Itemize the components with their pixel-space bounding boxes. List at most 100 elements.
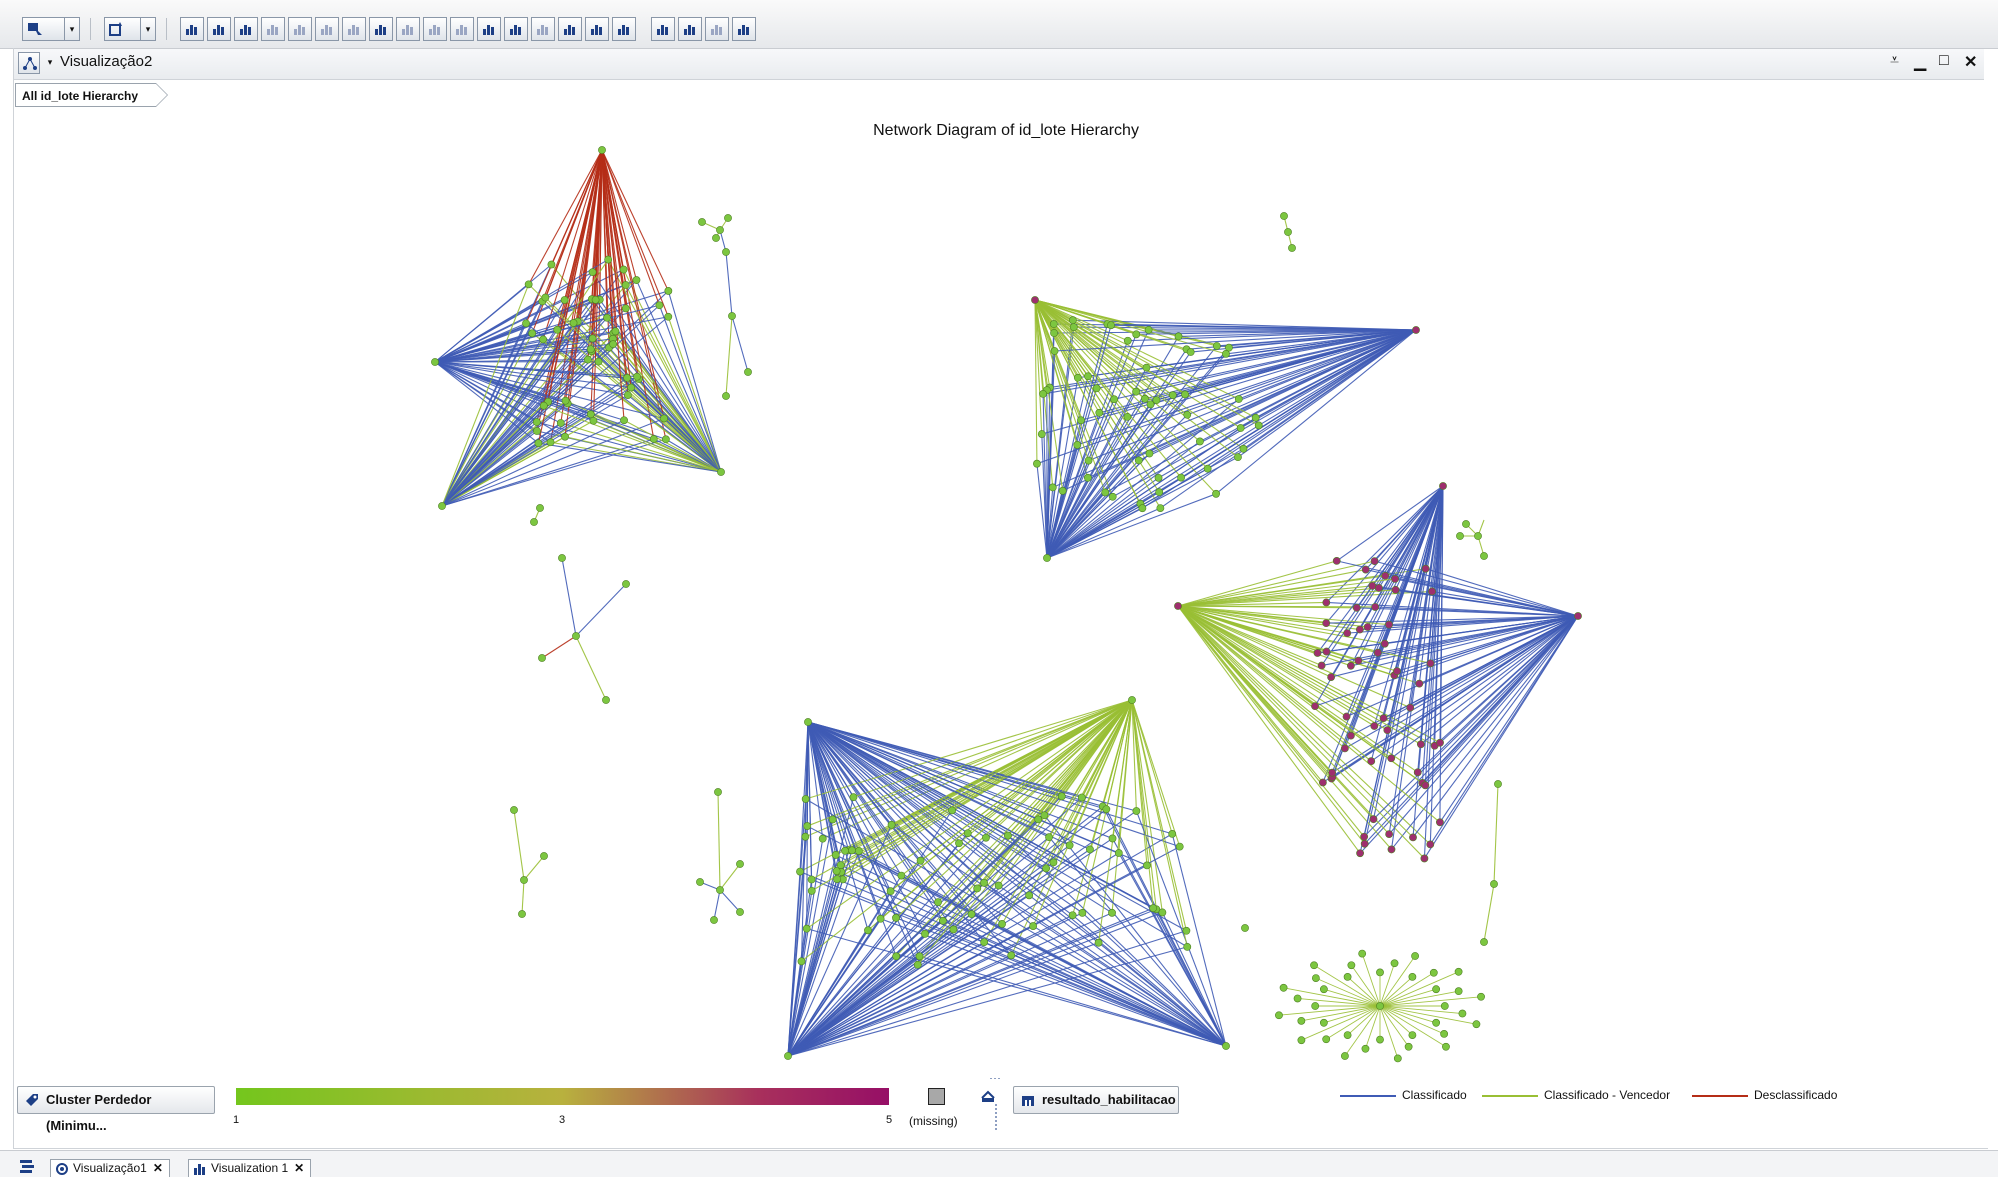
network-node[interactable] [547,439,554,446]
network-node[interactable] [540,852,547,859]
network-node[interactable] [1139,505,1146,512]
network-node[interactable] [1436,819,1443,826]
network-node[interactable] [1058,793,1065,800]
network-node[interactable] [1433,986,1440,993]
network-node[interactable] [1033,460,1040,467]
network-node[interactable] [864,927,871,934]
network-node[interactable] [1417,741,1424,748]
network-node[interactable] [1147,401,1154,408]
network-node[interactable] [624,391,631,398]
network-node[interactable] [1353,604,1360,611]
network-node[interactable] [964,830,971,837]
network-node[interactable] [590,417,597,424]
network-node[interactable] [1079,909,1086,916]
network-node[interactable] [1362,566,1369,573]
network-node[interactable] [1069,912,1076,919]
network-node[interactable] [1384,727,1391,734]
network-node[interactable] [1427,660,1434,667]
network-node[interactable] [1362,1045,1369,1052]
network-node[interactable] [1333,557,1340,564]
network-node[interactable] [1280,984,1287,991]
network-node[interactable] [1184,943,1191,950]
network-node[interactable] [1433,1019,1440,1026]
network-node[interactable] [1314,649,1321,656]
network-node[interactable] [1391,575,1398,582]
network-node[interactable] [518,910,525,917]
network-node[interactable] [1132,388,1139,395]
network-node[interactable] [722,248,729,255]
network-node[interactable] [1275,1012,1282,1019]
network-node[interactable] [982,834,989,841]
network-node[interactable] [1280,212,1287,219]
network-node[interactable] [530,518,537,525]
network-node[interactable] [1050,329,1057,336]
network-node[interactable] [714,788,721,795]
network-node[interactable] [893,953,900,960]
network-node[interactable] [1347,662,1354,669]
network-node[interactable] [981,939,988,946]
network-node[interactable] [855,847,862,854]
network-node[interactable] [540,336,547,343]
network-node[interactable] [1298,1037,1305,1044]
network-node[interactable] [1155,474,1162,481]
network-node[interactable] [1169,392,1176,399]
network-node[interactable] [1235,395,1242,402]
network-node[interactable] [1320,1019,1327,1026]
network-node[interactable] [1344,973,1351,980]
network-node[interactable] [1204,465,1211,472]
network-node[interactable] [561,296,568,303]
network-node[interactable] [656,302,663,309]
network-node[interactable] [808,887,815,894]
network-node[interactable] [877,915,884,922]
network-node[interactable] [1409,973,1416,980]
network-node[interactable] [1382,572,1389,579]
network-node[interactable] [1184,411,1191,418]
network-node[interactable] [1031,296,1038,303]
network-node[interactable] [1252,414,1259,421]
network-node[interactable] [622,580,629,587]
network-node[interactable] [712,234,719,241]
network-node[interactable] [1177,474,1184,481]
network-node[interactable] [803,925,810,932]
network-node[interactable] [1364,623,1371,630]
network-node[interactable] [603,314,610,321]
network-node[interactable] [1376,1036,1383,1043]
network-node[interactable] [1422,782,1429,789]
network-node[interactable] [1310,962,1317,969]
network-node[interactable] [1045,834,1052,841]
network-node[interactable] [1133,331,1140,338]
network-node[interactable] [914,961,921,968]
network-node[interactable] [1369,582,1376,589]
network-node[interactable] [620,266,627,273]
network-node[interactable] [1074,441,1081,448]
network-node[interactable] [1344,630,1351,637]
network-node[interactable] [1328,673,1335,680]
network-node[interactable] [968,911,975,918]
network-node[interactable] [650,435,657,442]
network-node[interactable] [1385,621,1392,628]
network-node[interactable] [1329,769,1336,776]
network-node[interactable] [525,281,532,288]
network-node[interactable] [808,876,815,883]
network-node[interactable] [829,816,836,823]
network-node[interactable] [848,847,855,854]
network-node[interactable] [1039,390,1046,397]
network-node[interactable] [832,851,839,858]
network-node[interactable] [1494,780,1501,787]
network-node[interactable] [1311,703,1318,710]
network-node[interactable] [1240,445,1247,452]
network-node[interactable] [736,860,743,867]
network-node[interactable] [1341,745,1348,752]
network-node[interactable] [1347,732,1354,739]
network-node[interactable] [974,885,981,892]
network-node[interactable] [1430,969,1437,976]
network-node[interactable] [554,326,561,333]
network-node[interactable] [1436,739,1443,746]
network-node[interactable] [1361,840,1368,847]
network-node[interactable] [696,878,703,885]
network-node[interactable] [1409,1031,1416,1038]
close-tab-icon[interactable]: ✕ [294,1161,304,1175]
network-node[interactable] [1312,1002,1319,1009]
network-node[interactable] [1212,490,1219,497]
network-node[interactable] [1128,696,1135,703]
